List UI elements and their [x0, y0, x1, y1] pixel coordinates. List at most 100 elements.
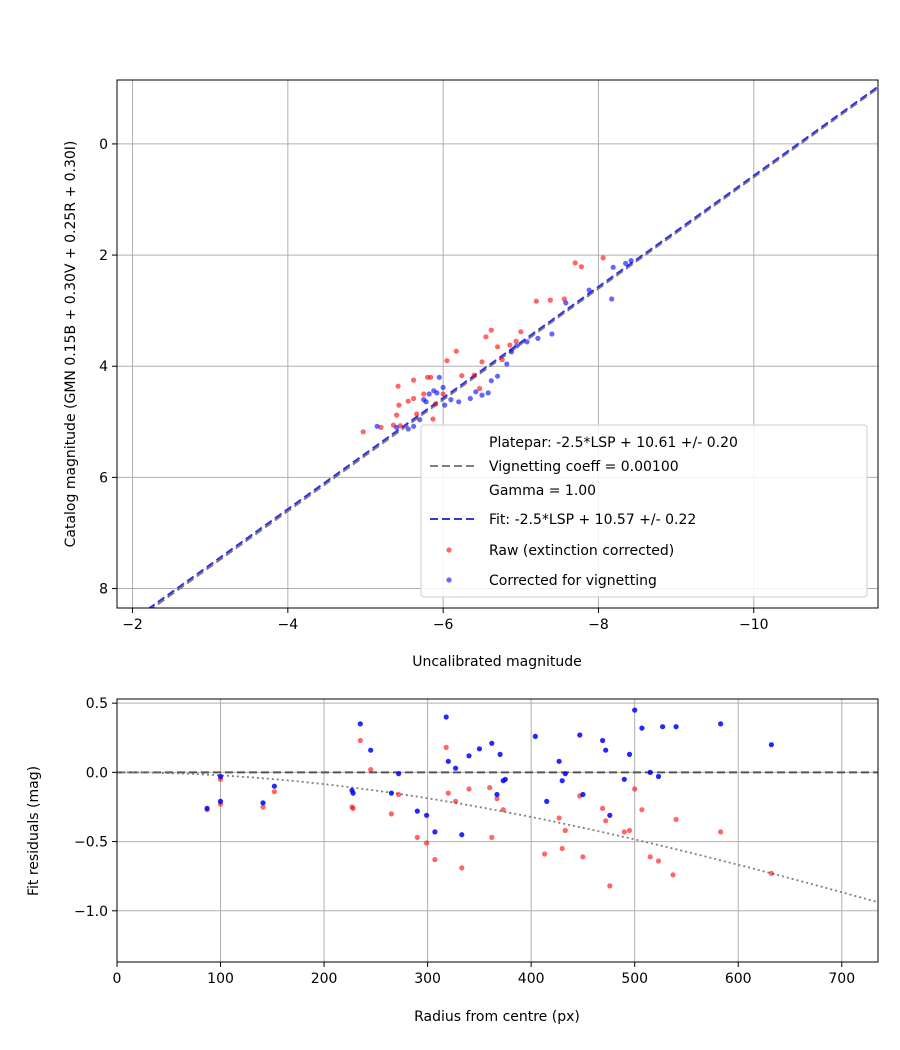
top-point-raw [483, 334, 489, 340]
bottom-x-tick-label: 300 [414, 971, 441, 987]
top-point-corrected [405, 426, 411, 432]
legend-label-vignetting: Vignetting coeff = 0.00100 [489, 459, 679, 475]
bottom-point-corrected [621, 776, 627, 782]
top-point-corrected [563, 300, 569, 306]
bottom-point-raw [466, 786, 472, 792]
bottom-point-corrected [502, 776, 508, 782]
bottom-point-raw [600, 805, 606, 812]
top-point-raw [578, 264, 585, 270]
legend: Platepar: -2.5*LSP + 10.61 +/- 0.20 Vign… [420, 424, 868, 598]
legend-box [420, 424, 868, 598]
bottom-point-raw [670, 872, 676, 878]
top-y-tick-label: 4 [99, 359, 108, 375]
top-point-raw [440, 391, 446, 397]
top-x-tick-label: −4 [278, 617, 299, 633]
top-point-corrected [549, 331, 555, 337]
bottom-axes-frame [116, 698, 879, 963]
top-point-corrected [535, 335, 541, 341]
bottom-point-corrected [580, 791, 586, 798]
bottom-x-tick-label: 400 [518, 971, 545, 987]
top-point-corrected [485, 390, 491, 396]
bottom-point-raw [673, 816, 679, 823]
bottom-point-corrected [607, 812, 613, 818]
bottom-point-raw [396, 791, 402, 798]
top-point-corrected [440, 384, 446, 390]
top-point-raw [479, 359, 485, 365]
bottom-point-raw [494, 796, 500, 802]
bottom-point-corrected [544, 798, 550, 805]
bottom-point-raw [562, 827, 568, 834]
bottom-x-axis-label: Radius from centre (px) [414, 1009, 580, 1025]
top-point-raw [444, 358, 450, 364]
bottom-point-raw [453, 798, 459, 805]
bottom-line-vignetting [117, 771, 878, 904]
bottom-point-raw [445, 790, 451, 796]
top-point-raw [572, 260, 578, 266]
bottom-point-corrected [388, 790, 394, 796]
top-point-corrected [442, 402, 448, 408]
bottom-point-corrected [577, 732, 583, 738]
bottom-point-raw [626, 827, 633, 834]
bottom-point-corrected [559, 778, 565, 784]
top-x-tick-label: −2 [122, 617, 143, 633]
top-point-corrected [423, 399, 429, 405]
bottom-point-corrected [350, 790, 356, 796]
bottom-point-raw [368, 767, 374, 773]
top-point-raw [414, 411, 420, 417]
legend-label-gamma: Gamma = 1.00 [489, 483, 596, 499]
bottom-point-raw [542, 851, 548, 857]
top-point-raw [499, 357, 505, 363]
top-point-corrected [508, 349, 515, 355]
top-point-raw [533, 298, 539, 304]
top-point-corrected [479, 392, 485, 398]
bottom-point-corrected [217, 798, 224, 805]
bottom-point-raw [718, 829, 724, 835]
bottom-point-corrected [432, 829, 438, 835]
top-point-corrected [488, 378, 494, 384]
top-x-tick-label: −8 [588, 617, 609, 633]
bottom-x-tick-label: 600 [725, 971, 752, 987]
bottom-point-corrected [660, 724, 666, 730]
top-point-raw [507, 342, 513, 348]
legend-label-corrected: Corrected for vignetting [489, 573, 657, 589]
bottom-point-corrected [497, 751, 503, 758]
bottom-point-raw [556, 815, 562, 821]
top-point-raw [430, 416, 436, 422]
top-points [360, 255, 634, 435]
top-y-axis-label: Catalog magnitude (GMN 0.15B + 0.30V + 0… [63, 141, 79, 548]
bottom-point-corrected [476, 746, 482, 752]
top-line-series [147, 85, 878, 608]
bottom-point-raw [632, 786, 638, 792]
legend-items [430, 465, 478, 583]
top-point-corrected [610, 264, 616, 270]
bottom-y-tick-label: 0.0 [86, 765, 108, 781]
bottom-point-raw [639, 807, 645, 813]
bottom-point-raw [424, 840, 430, 846]
top-point-raw [477, 385, 483, 392]
top-point-raw [513, 338, 519, 344]
top-point-raw [518, 329, 524, 335]
bottom-point-corrected [718, 721, 724, 727]
bottom-point-raw [388, 811, 394, 817]
top-point-raw [360, 429, 366, 435]
top-point-raw [494, 344, 501, 350]
bottom-point-corrected [459, 832, 465, 838]
bottom-point-raw [621, 829, 627, 835]
bottom-point-raw [459, 865, 465, 871]
bottom-point-corrected [204, 805, 210, 812]
top-point-corrected [514, 343, 520, 349]
bottom-point-corrected [414, 808, 420, 814]
top-point-corrected [628, 258, 634, 264]
bottom-point-corrected [639, 725, 645, 731]
top-point-corrected [467, 395, 473, 402]
top-point-corrected [609, 296, 615, 302]
bottom-point-corrected [673, 724, 679, 730]
bottom-x-ticks: 0 100 200 300 400 500 600 700 [113, 962, 855, 987]
bottom-point-corrected [260, 800, 266, 806]
bottom-y-tick-label: 0.5 [86, 696, 108, 712]
top-x-axis-label: Uncalibrated magnitude [412, 654, 582, 670]
bottom-point-corrected [556, 758, 562, 764]
bottom-point-corrected [445, 758, 451, 764]
top-chart: −2 −4 −6 −8 −10 0 2 4 6 8 Uncalibrated magnitude… [63, 79, 879, 670]
